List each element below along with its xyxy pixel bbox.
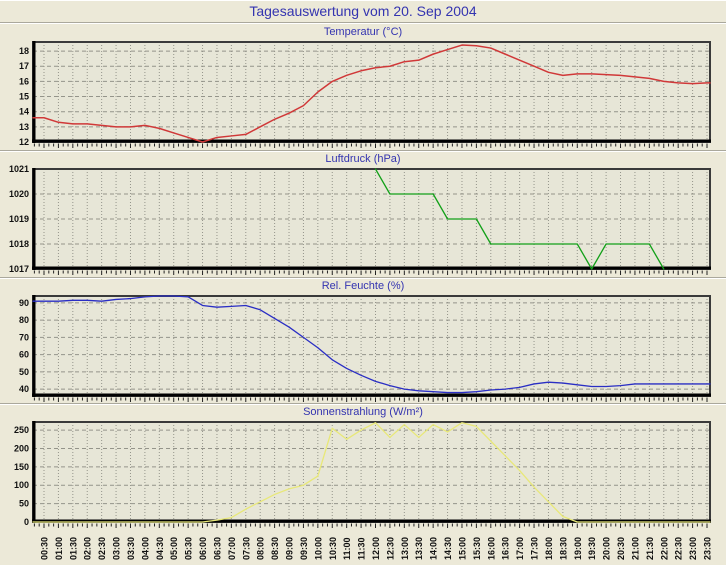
svg-text:00:30: 00:30 — [40, 537, 50, 560]
svg-text:1020: 1020 — [9, 189, 29, 199]
svg-text:22:00: 22:00 — [659, 537, 669, 560]
svg-text:18:30: 18:30 — [558, 537, 568, 560]
svg-text:14:30: 14:30 — [443, 537, 453, 560]
chart-title-temperature: Temperatur (°C) — [323, 26, 403, 38]
svg-text:50: 50 — [19, 367, 29, 377]
svg-text:03:00: 03:00 — [112, 537, 122, 560]
svg-text:0: 0 — [24, 517, 29, 527]
svg-text:01:30: 01:30 — [68, 537, 78, 560]
svg-text:02:30: 02:30 — [97, 537, 107, 560]
svg-text:06:00: 06:00 — [198, 537, 208, 560]
svg-text:12:00: 12:00 — [371, 537, 381, 560]
svg-text:17: 17 — [19, 61, 29, 71]
svg-text:1019: 1019 — [9, 214, 29, 224]
chart-title-radiation: Sonnenstrahlung (W/m²) — [303, 406, 423, 418]
svg-text:22:30: 22:30 — [674, 537, 684, 560]
svg-text:14: 14 — [19, 107, 29, 117]
divider — [0, 403, 726, 405]
svg-text:01:00: 01:00 — [54, 537, 64, 560]
svg-text:14:00: 14:00 — [429, 537, 439, 560]
svg-text:150: 150 — [14, 462, 29, 472]
svg-text:17:00: 17:00 — [515, 537, 525, 560]
svg-text:11:00: 11:00 — [342, 537, 352, 560]
svg-text:250: 250 — [14, 425, 29, 435]
svg-text:15: 15 — [19, 92, 29, 102]
svg-text:18: 18 — [19, 46, 29, 56]
svg-text:16: 16 — [19, 76, 29, 86]
pressure-chart: 1017 1018 1019 1020 1021 — [9, 165, 711, 275]
svg-text:08:30: 08:30 — [270, 537, 280, 560]
svg-text:20:00: 20:00 — [602, 537, 612, 560]
svg-text:12:30: 12:30 — [385, 537, 395, 560]
svg-text:07:30: 07:30 — [241, 537, 251, 560]
svg-text:23:00: 23:00 — [688, 537, 698, 560]
temperature-chart: 12 13 14 15 16 17 18 — [19, 41, 711, 148]
chart-title-humidity: Rel. Feuchte (%) — [321, 280, 405, 292]
svg-text:16:30: 16:30 — [501, 537, 511, 560]
svg-text:16:00: 16:00 — [486, 537, 496, 560]
svg-text:20:30: 20:30 — [616, 537, 626, 560]
svg-text:11:30: 11:30 — [357, 537, 367, 560]
chart-title-pressure: Luftdruck (hPa) — [325, 153, 401, 165]
svg-text:18:00: 18:00 — [544, 537, 554, 560]
divider — [0, 22, 726, 24]
svg-text:07:00: 07:00 — [227, 537, 237, 560]
svg-text:04:00: 04:00 — [140, 537, 150, 560]
svg-text:100: 100 — [14, 480, 29, 490]
svg-text:08:00: 08:00 — [256, 537, 266, 560]
svg-text:200: 200 — [14, 443, 29, 453]
divider — [0, 150, 726, 152]
svg-text:23:30: 23:30 — [703, 537, 713, 560]
radiation-chart: 0 50 100 150 200 250 — [14, 421, 711, 528]
svg-text:03:30: 03:30 — [126, 537, 136, 560]
svg-text:15:00: 15:00 — [457, 537, 467, 560]
svg-text:19:30: 19:30 — [587, 537, 597, 560]
svg-text:10:00: 10:00 — [313, 537, 323, 560]
svg-text:15:30: 15:30 — [472, 537, 482, 560]
svg-text:09:00: 09:00 — [285, 537, 295, 560]
svg-text:13:30: 13:30 — [414, 537, 424, 560]
svg-text:1017: 1017 — [9, 264, 29, 274]
svg-text:50: 50 — [19, 499, 29, 509]
svg-text:70: 70 — [19, 332, 29, 342]
svg-text:60: 60 — [19, 350, 29, 360]
svg-text:90: 90 — [19, 298, 29, 308]
svg-text:06:30: 06:30 — [212, 537, 222, 560]
divider — [0, 277, 726, 279]
svg-text:02:00: 02:00 — [83, 537, 93, 560]
svg-text:80: 80 — [19, 315, 29, 325]
svg-text:40: 40 — [19, 384, 29, 394]
svg-text:12: 12 — [19, 137, 29, 147]
svg-text:05:00: 05:00 — [169, 537, 179, 560]
svg-text:04:30: 04:30 — [155, 537, 165, 560]
svg-text:17:30: 17:30 — [530, 537, 540, 560]
svg-text:21:00: 21:00 — [630, 537, 640, 560]
svg-text:21:30: 21:30 — [645, 537, 655, 560]
svg-text:1021: 1021 — [9, 165, 29, 174]
svg-text:09:30: 09:30 — [299, 537, 309, 560]
x-axis-labels: 00:30 01:00 01:30 02:00 02:30 03:00 03:30 04:00… — [40, 537, 713, 560]
svg-text:10:30: 10:30 — [328, 537, 338, 560]
svg-text:19:00: 19:00 — [573, 537, 583, 560]
humidity-chart: 40 50 60 70 80 90 — [19, 295, 711, 402]
page-title: Tagesauswertung vom 20. Sep 2004 — [249, 3, 477, 19]
svg-text:05:30: 05:30 — [184, 537, 194, 560]
svg-text:1018: 1018 — [9, 239, 29, 249]
svg-text:13: 13 — [19, 122, 29, 132]
svg-text:13:00: 13:00 — [400, 537, 410, 560]
